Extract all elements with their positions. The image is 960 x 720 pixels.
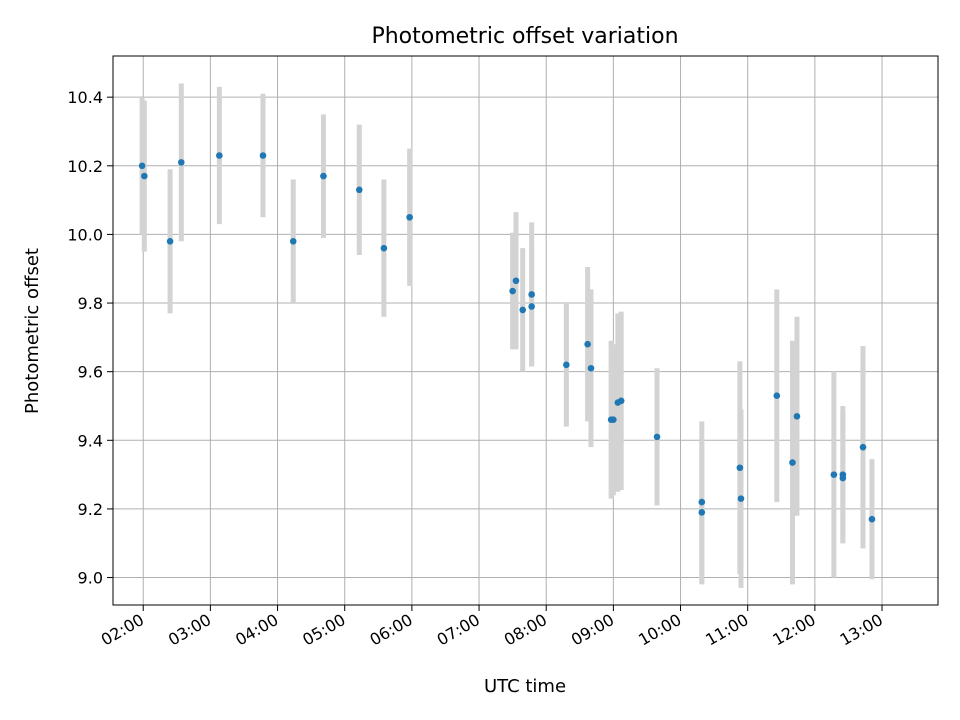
data-point [610, 416, 617, 424]
data-point [793, 412, 801, 420]
y-axis-label: Photometric offset [22, 248, 43, 414]
data-point [512, 277, 520, 285]
data-point [736, 464, 744, 472]
y-tick-label: 9.0 [78, 569, 103, 588]
x-axis-label: UTC time [484, 676, 566, 697]
y-tick-label: 9.2 [78, 500, 103, 519]
data-point [380, 244, 388, 252]
data-point [406, 213, 413, 221]
data-point [141, 172, 148, 180]
y-tick-label: 10.0 [67, 225, 103, 244]
data-point [737, 495, 745, 502]
data-point [355, 186, 363, 194]
data-point [509, 287, 516, 295]
data-point [830, 471, 838, 478]
data-point [528, 291, 535, 298]
y-tick-label: 9.6 [78, 363, 103, 382]
data-point [216, 152, 223, 159]
data-point [584, 340, 591, 348]
data-point [587, 364, 595, 372]
data-point [868, 515, 876, 523]
data-point [528, 303, 535, 310]
grid [113, 56, 938, 605]
y-tick-label: 10.2 [67, 157, 103, 176]
y-tick-label: 9.4 [78, 431, 103, 450]
data-point [563, 361, 570, 369]
data-point [839, 474, 847, 482]
data-point [859, 443, 867, 451]
data-point [177, 159, 185, 166]
data-point [773, 392, 781, 399]
data-point [138, 162, 146, 170]
data-point [519, 306, 527, 314]
data-point [698, 509, 706, 516]
data-point [653, 433, 661, 441]
data-point [259, 152, 267, 159]
y-axis-ticks: 9.0 9.2 9.4 9.6 9.8 10.0 10.2 10.4 [67, 88, 113, 588]
y-tick-label: 9.8 [78, 294, 103, 313]
data-point [289, 237, 297, 245]
y-tick-label: 10.4 [67, 88, 103, 107]
data-point [617, 397, 625, 405]
data-point [698, 498, 706, 506]
plot-frame [112, 55, 939, 606]
data-point [789, 459, 796, 466]
data-markers [138, 152, 876, 523]
chart-title: Photometric offset variation [371, 24, 678, 49]
data-point [320, 172, 327, 180]
data-point [166, 237, 174, 245]
